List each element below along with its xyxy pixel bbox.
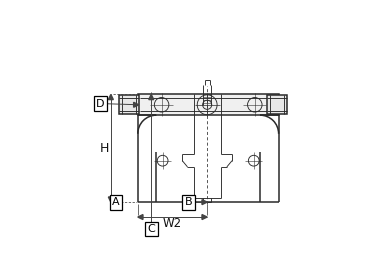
Text: D: D bbox=[96, 99, 105, 109]
Polygon shape bbox=[108, 94, 113, 100]
Polygon shape bbox=[108, 197, 113, 202]
Text: A: A bbox=[112, 197, 120, 207]
Polygon shape bbox=[202, 215, 207, 220]
Bar bbox=[138, 94, 278, 115]
Polygon shape bbox=[149, 94, 154, 100]
Polygon shape bbox=[138, 215, 143, 220]
Polygon shape bbox=[202, 200, 207, 205]
Text: H: H bbox=[100, 142, 109, 155]
Bar bbox=[119, 95, 139, 114]
Bar bbox=[267, 95, 287, 114]
Text: B: B bbox=[185, 197, 193, 207]
Polygon shape bbox=[113, 197, 118, 202]
Text: W2: W2 bbox=[163, 217, 182, 230]
Polygon shape bbox=[134, 102, 139, 107]
Text: C: C bbox=[147, 224, 155, 234]
